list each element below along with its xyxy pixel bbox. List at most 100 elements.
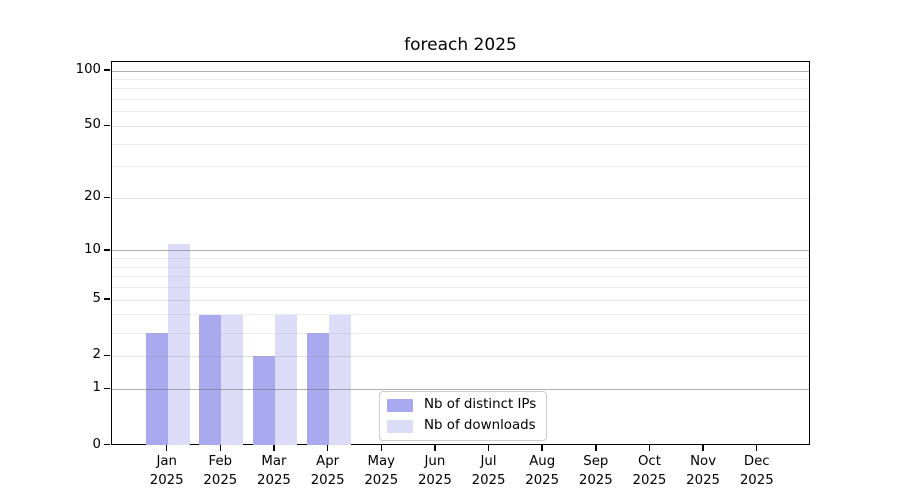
x-tick — [434, 444, 436, 451]
y-tick — [104, 196, 110, 199]
x-tick-year: 2025 — [525, 472, 560, 488]
gridline-minor — [112, 99, 809, 101]
x-tick — [273, 444, 275, 451]
gridline-minor — [112, 287, 809, 289]
x-tick-label: Jul 2025 — [447, 452, 531, 490]
gridline-minor — [112, 78, 809, 80]
y-tick-label: 5 — [92, 291, 101, 307]
gridline — [112, 197, 809, 199]
x-tick-year: 2025 — [417, 472, 452, 488]
x-tick-year: 2025 — [739, 472, 774, 488]
legend: Nb of distinct IPs Nb of downloads — [379, 391, 548, 441]
x-tick-month: Nov — [690, 453, 717, 469]
x-tick-label: Aug 2025 — [500, 452, 584, 490]
gridline-minor — [112, 258, 809, 260]
x-tick-year: 2025 — [632, 472, 667, 488]
x-tick-month: Mar — [261, 453, 287, 469]
gridline — [112, 299, 809, 301]
x-tick-year: 2025 — [578, 472, 613, 488]
x-tick-month: Jul — [480, 453, 497, 469]
y-tick — [104, 249, 110, 251]
y-tick — [104, 443, 110, 446]
x-tick — [326, 444, 329, 451]
x-tick-year: 2025 — [149, 472, 184, 488]
legend-row-distinct-ips: Nb of distinct IPs — [387, 397, 536, 413]
x-tick-month: Dec — [743, 453, 770, 469]
x-tick-month: Oct — [637, 453, 661, 469]
gridline-minor — [112, 266, 809, 268]
y-tick-label: 100 — [75, 62, 101, 77]
x-tick-year: 2025 — [471, 472, 506, 488]
x-tick-label: Nov 2025 — [661, 452, 745, 490]
gridline-major — [112, 250, 809, 252]
legend-swatch-distinct-ips — [387, 398, 413, 412]
x-tick-month: Jan — [156, 453, 177, 469]
gridline-major — [112, 388, 809, 390]
x-tick — [648, 444, 651, 451]
x-tick-month: Aug — [529, 453, 556, 469]
gridline-minor — [112, 111, 809, 113]
gridline-major — [112, 70, 809, 72]
y-tick — [104, 69, 110, 71]
x-tick-month: Feb — [208, 453, 233, 469]
x-tick-year: 2025 — [686, 472, 721, 488]
gridline-minor — [112, 88, 809, 90]
x-tick — [166, 444, 168, 451]
gridline-minor — [112, 314, 809, 316]
y-tick-label: 50 — [84, 117, 101, 133]
gridline-minor — [112, 143, 809, 145]
x-tick-label: Jun 2025 — [393, 452, 477, 490]
y-tick-label: 2 — [92, 347, 101, 363]
bar-downloads-feb — [221, 314, 244, 446]
y-tick — [104, 298, 110, 300]
gridline-minor — [112, 166, 809, 168]
gridline-minor — [112, 276, 809, 278]
gridline — [112, 355, 809, 357]
y-tick-label: 20 — [84, 189, 101, 205]
legend-label-distinct-ips: Nb of distinct IPs — [424, 397, 537, 412]
chart-title: foreach 2025 — [404, 35, 517, 55]
bar-downloads-jan — [167, 243, 190, 446]
x-tick — [702, 444, 704, 451]
x-tick-label: Apr 2025 — [286, 452, 370, 490]
y-tick-label: 10 — [84, 241, 101, 257]
legend-swatch-downloads — [387, 419, 413, 433]
plot-area — [111, 60, 810, 446]
x-tick-label: Sep 2025 — [554, 452, 638, 490]
x-tick — [756, 444, 758, 451]
x-tick — [595, 444, 597, 451]
x-tick-year: 2025 — [364, 472, 399, 488]
bar-distinct-ips-mar — [252, 356, 275, 446]
gridline-minor — [112, 332, 809, 334]
grid-layer — [112, 62, 809, 444]
y-tick — [104, 354, 110, 357]
x-tick-month: Apr — [316, 453, 340, 469]
x-tick-month: May — [367, 453, 396, 469]
y-tick — [104, 124, 110, 127]
gridline — [112, 125, 809, 127]
x-tick-month: Jun — [424, 453, 446, 469]
x-tick — [541, 444, 543, 451]
legend-row-downloads: Nb of downloads — [387, 418, 536, 434]
x-tick-month: Sep — [583, 453, 609, 469]
x-tick-year: 2025 — [257, 472, 291, 488]
x-tick-label: May 2025 — [339, 452, 423, 490]
bar-downloads-apr — [328, 314, 351, 446]
x-tick-year: 2025 — [203, 472, 238, 488]
legend-label-downloads: Nb of downloads — [424, 418, 536, 433]
y-tick-label: 0 — [92, 436, 101, 452]
x-tick-label: Jan 2025 — [125, 452, 209, 490]
x-tick-label: Oct 2025 — [607, 452, 691, 490]
bar-downloads-mar — [274, 314, 297, 446]
x-tick-label: Dec 2025 — [715, 452, 799, 490]
bar-distinct-ips-feb — [199, 314, 222, 446]
y-tick — [104, 387, 110, 389]
y-tick-label: 1 — [92, 380, 101, 396]
x-tick — [219, 444, 222, 451]
x-tick — [487, 444, 490, 451]
x-tick — [380, 444, 382, 451]
x-tick-label: Mar 2025 — [232, 452, 316, 490]
x-tick-label: Feb 2025 — [178, 452, 262, 490]
x-tick-year: 2025 — [310, 472, 345, 488]
